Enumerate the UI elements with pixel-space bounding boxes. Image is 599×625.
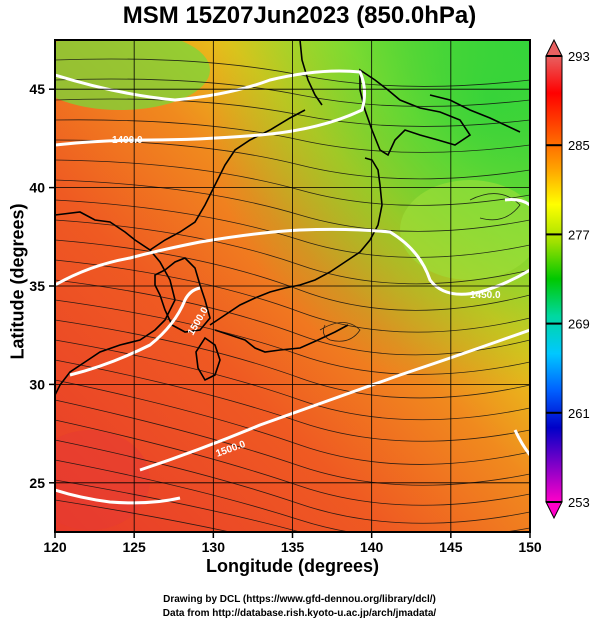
contour-label-1400-north: 1400.0 <box>112 135 143 146</box>
x-tick-label-140: 140 <box>360 539 384 555</box>
colorbar-max-arrow <box>545 38 563 57</box>
data-credit: Data from http://database.rish.kyoto-u.a… <box>162 608 437 619</box>
y-tick-label-30: 30 <box>29 376 45 392</box>
y-tick-label-35: 35 <box>29 278 45 294</box>
height-contours <box>55 69 530 505</box>
x-tick-label-125: 125 <box>122 539 146 555</box>
y-tick-label-25: 25 <box>29 475 45 491</box>
x-tick-label-145: 145 <box>439 539 463 555</box>
x-tick-label-135: 135 <box>281 539 305 555</box>
colorbar-label-269: 269 <box>568 317 590 332</box>
colorbar-label-293: 293 <box>568 49 590 64</box>
x-tick-label-130: 130 <box>202 539 226 555</box>
plot-title: MSM 15Z07Jun2023 (850.0hPa) <box>122 2 477 29</box>
y-tick-label-40: 40 <box>29 180 45 196</box>
colorbar: 293 285 277 269 261 253 <box>545 38 590 520</box>
x-axis: 120 125 130 135 140 145 150 <box>43 532 542 555</box>
x-axis-title: Longitude (degrees) <box>205 556 379 576</box>
colorbar-min-arrow <box>545 501 563 520</box>
colorbar-label-253: 253 <box>568 495 590 510</box>
y-tick-label-45: 45 <box>29 81 45 97</box>
y-axis: 25 30 35 40 45 <box>29 81 55 491</box>
x-tick-label-120: 120 <box>43 539 67 555</box>
map-grid <box>55 40 530 532</box>
x-tick-label-150: 150 <box>518 539 542 555</box>
wind-streamlines <box>55 58 530 532</box>
colorbar-label-277: 277 <box>568 227 590 242</box>
colorbar-label-285: 285 <box>568 138 590 153</box>
y-axis-title: Latitude (degrees) <box>7 203 28 360</box>
contour-label-1450-east: 1450.0 <box>470 290 501 301</box>
colorbar-label-261: 261 <box>568 406 590 421</box>
colorbar-ramp <box>545 55 563 503</box>
drawing-credit: Drawing by DCL (https://www.gfd-dennou.o… <box>163 594 436 605</box>
